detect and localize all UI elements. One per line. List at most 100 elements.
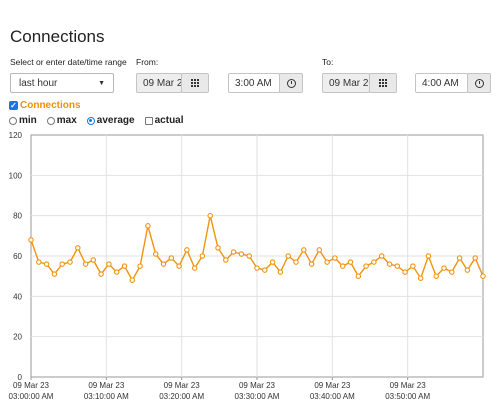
to-clock-button[interactable] (467, 73, 491, 93)
data-point (285, 253, 291, 259)
range-select-value: last hour (19, 77, 58, 89)
range-select[interactable]: last hour ▼ (10, 73, 114, 93)
x-tick-date: 09 Mar 23 (314, 381, 351, 390)
mode-option-actual[interactable]: actual (144, 115, 184, 126)
to-date-value: 09 Mar 2023 (329, 77, 369, 89)
data-point (417, 275, 424, 281)
data-point (137, 263, 143, 269)
y-tick-label: 80 (13, 212, 22, 221)
data-point (386, 261, 393, 267)
data-point (332, 255, 338, 261)
y-tick-label: 20 (13, 333, 22, 342)
data-point (176, 263, 182, 269)
from-clock-button[interactable] (279, 73, 303, 93)
data-point (238, 251, 245, 257)
calendar-grid-icon (191, 79, 199, 87)
data-point (355, 273, 362, 279)
data-point (191, 265, 198, 271)
mode-option-label: actual (154, 115, 184, 126)
x-tick-date: 09 Mar 23 (88, 381, 125, 390)
data-point (301, 247, 307, 253)
data-point (145, 223, 151, 229)
data-point (371, 259, 377, 265)
x-tick-time: 03:00:00 AM (9, 392, 54, 401)
data-point (262, 267, 268, 273)
data-point (410, 263, 416, 269)
data-point (254, 265, 260, 271)
data-point (121, 263, 128, 269)
data-point (199, 253, 206, 259)
data-point (90, 257, 97, 263)
data-point (28, 237, 34, 243)
data-point (316, 247, 323, 253)
to-calendar-button[interactable] (369, 73, 397, 93)
radio-average[interactable] (86, 116, 95, 125)
data-point (223, 257, 229, 263)
from-date-value: 09 Mar 2023 (143, 77, 182, 89)
data-point (59, 261, 65, 267)
mode-option-max[interactable]: max (46, 115, 77, 126)
y-tick-label: 0 (18, 373, 23, 382)
mode-option-average[interactable]: average (86, 115, 135, 126)
data-point (464, 267, 471, 273)
data-point (168, 255, 175, 261)
data-point (113, 269, 120, 275)
data-point (394, 263, 401, 269)
y-tick-label: 40 (13, 292, 22, 301)
page-title: Connections (10, 27, 105, 46)
data-point (433, 273, 439, 279)
x-tick-time: 03:20:00 AM (159, 392, 204, 401)
to-date-input[interactable]: 09 Mar 2023 (322, 73, 370, 93)
data-point (480, 273, 486, 279)
data-point (36, 259, 42, 265)
mode-option-min[interactable]: min (9, 115, 37, 126)
clock-icon (286, 78, 296, 88)
data-point (230, 249, 237, 255)
x-tick-date: 09 Mar 23 (164, 381, 201, 390)
series-toggle-label: Connections (20, 100, 81, 111)
range-label: Select or enter date/time range (10, 57, 127, 67)
data-point (456, 255, 463, 261)
data-point (160, 261, 167, 267)
mode-option-label: max (56, 115, 77, 126)
x-tick-date: 09 Mar 23 (390, 381, 427, 390)
to-time-input[interactable]: 4:00 AM (415, 73, 468, 93)
calendar-grid-icon (379, 79, 387, 87)
checkbox-actual[interactable] (144, 116, 153, 125)
from-time-value: 3:00 AM (235, 77, 272, 89)
data-point (67, 259, 73, 265)
data-point (98, 271, 104, 277)
from-label: From: (136, 57, 159, 67)
x-tick-time: 03:40:00 AM (310, 392, 355, 401)
chevron-down-icon: ▼ (98, 79, 105, 87)
from-calendar-button[interactable] (181, 73, 209, 93)
data-point (129, 277, 136, 283)
data-point (277, 269, 284, 275)
series-toggle[interactable]: ✓ Connections (9, 100, 81, 111)
data-point (449, 269, 455, 275)
data-point (363, 263, 369, 269)
series-checkbox[interactable]: ✓ (9, 101, 18, 110)
data-point (378, 253, 385, 259)
data-point (293, 259, 299, 265)
data-point (51, 271, 58, 277)
data-point (269, 259, 276, 265)
data-point (425, 253, 432, 259)
data-point (324, 259, 330, 265)
radio-min[interactable] (9, 116, 17, 125)
data-point (339, 263, 346, 269)
x-tick-date: 09 Mar 23 (239, 381, 276, 390)
to-time-value: 4:00 AM (422, 77, 459, 89)
data-point (152, 251, 159, 257)
radio-max[interactable] (46, 116, 55, 125)
mode-option-label: average (96, 115, 135, 126)
x-tick-time: 03:30:00 AM (235, 392, 280, 401)
mode-option-label: min (19, 115, 37, 126)
data-point (184, 247, 190, 253)
clock-icon (474, 78, 484, 88)
y-tick-label: 120 (9, 131, 23, 140)
data-point (43, 261, 50, 267)
data-point (441, 265, 447, 271)
data-point (215, 245, 221, 251)
